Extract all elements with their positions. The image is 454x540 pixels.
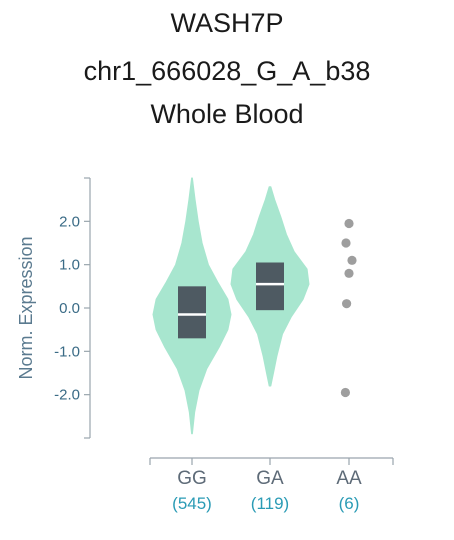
x-category-count: (545) [172,494,212,513]
point-AA [341,238,351,248]
y-tick-label: -1.0 [54,343,80,360]
point-AA [344,268,354,278]
y-axis: 2.0 1.0 0.0 -1.0 -2.0 [54,177,91,439]
chart-title-variant: chr1_666028_G_A_b38 [83,56,371,86]
x-category-count: (6) [339,494,360,513]
point-AA [344,218,354,229]
point-AA [347,255,357,265]
box-GA [256,262,284,311]
y-tick-label: -2.0 [54,387,80,404]
y-tick-label: 0.0 [59,300,80,317]
plot-marks [152,177,357,435]
box-GG [178,286,206,339]
x-axis: GG (545) GA (119) AA (6) [149,457,394,513]
y-tick-label: 2.0 [59,213,80,230]
chart-title-gene: WASH7P [170,8,284,38]
x-category-label: AA [336,468,362,489]
chart-title-tissue: Whole Blood [150,99,304,129]
x-category-label: GG [177,468,207,489]
y-tick-label: 1.0 [59,257,80,274]
x-category-count: (119) [251,494,289,513]
point-AA [342,299,352,309]
point-AA [340,387,350,398]
x-category-label: GA [256,468,284,489]
y-axis-label: Norm. Expression [16,236,36,379]
